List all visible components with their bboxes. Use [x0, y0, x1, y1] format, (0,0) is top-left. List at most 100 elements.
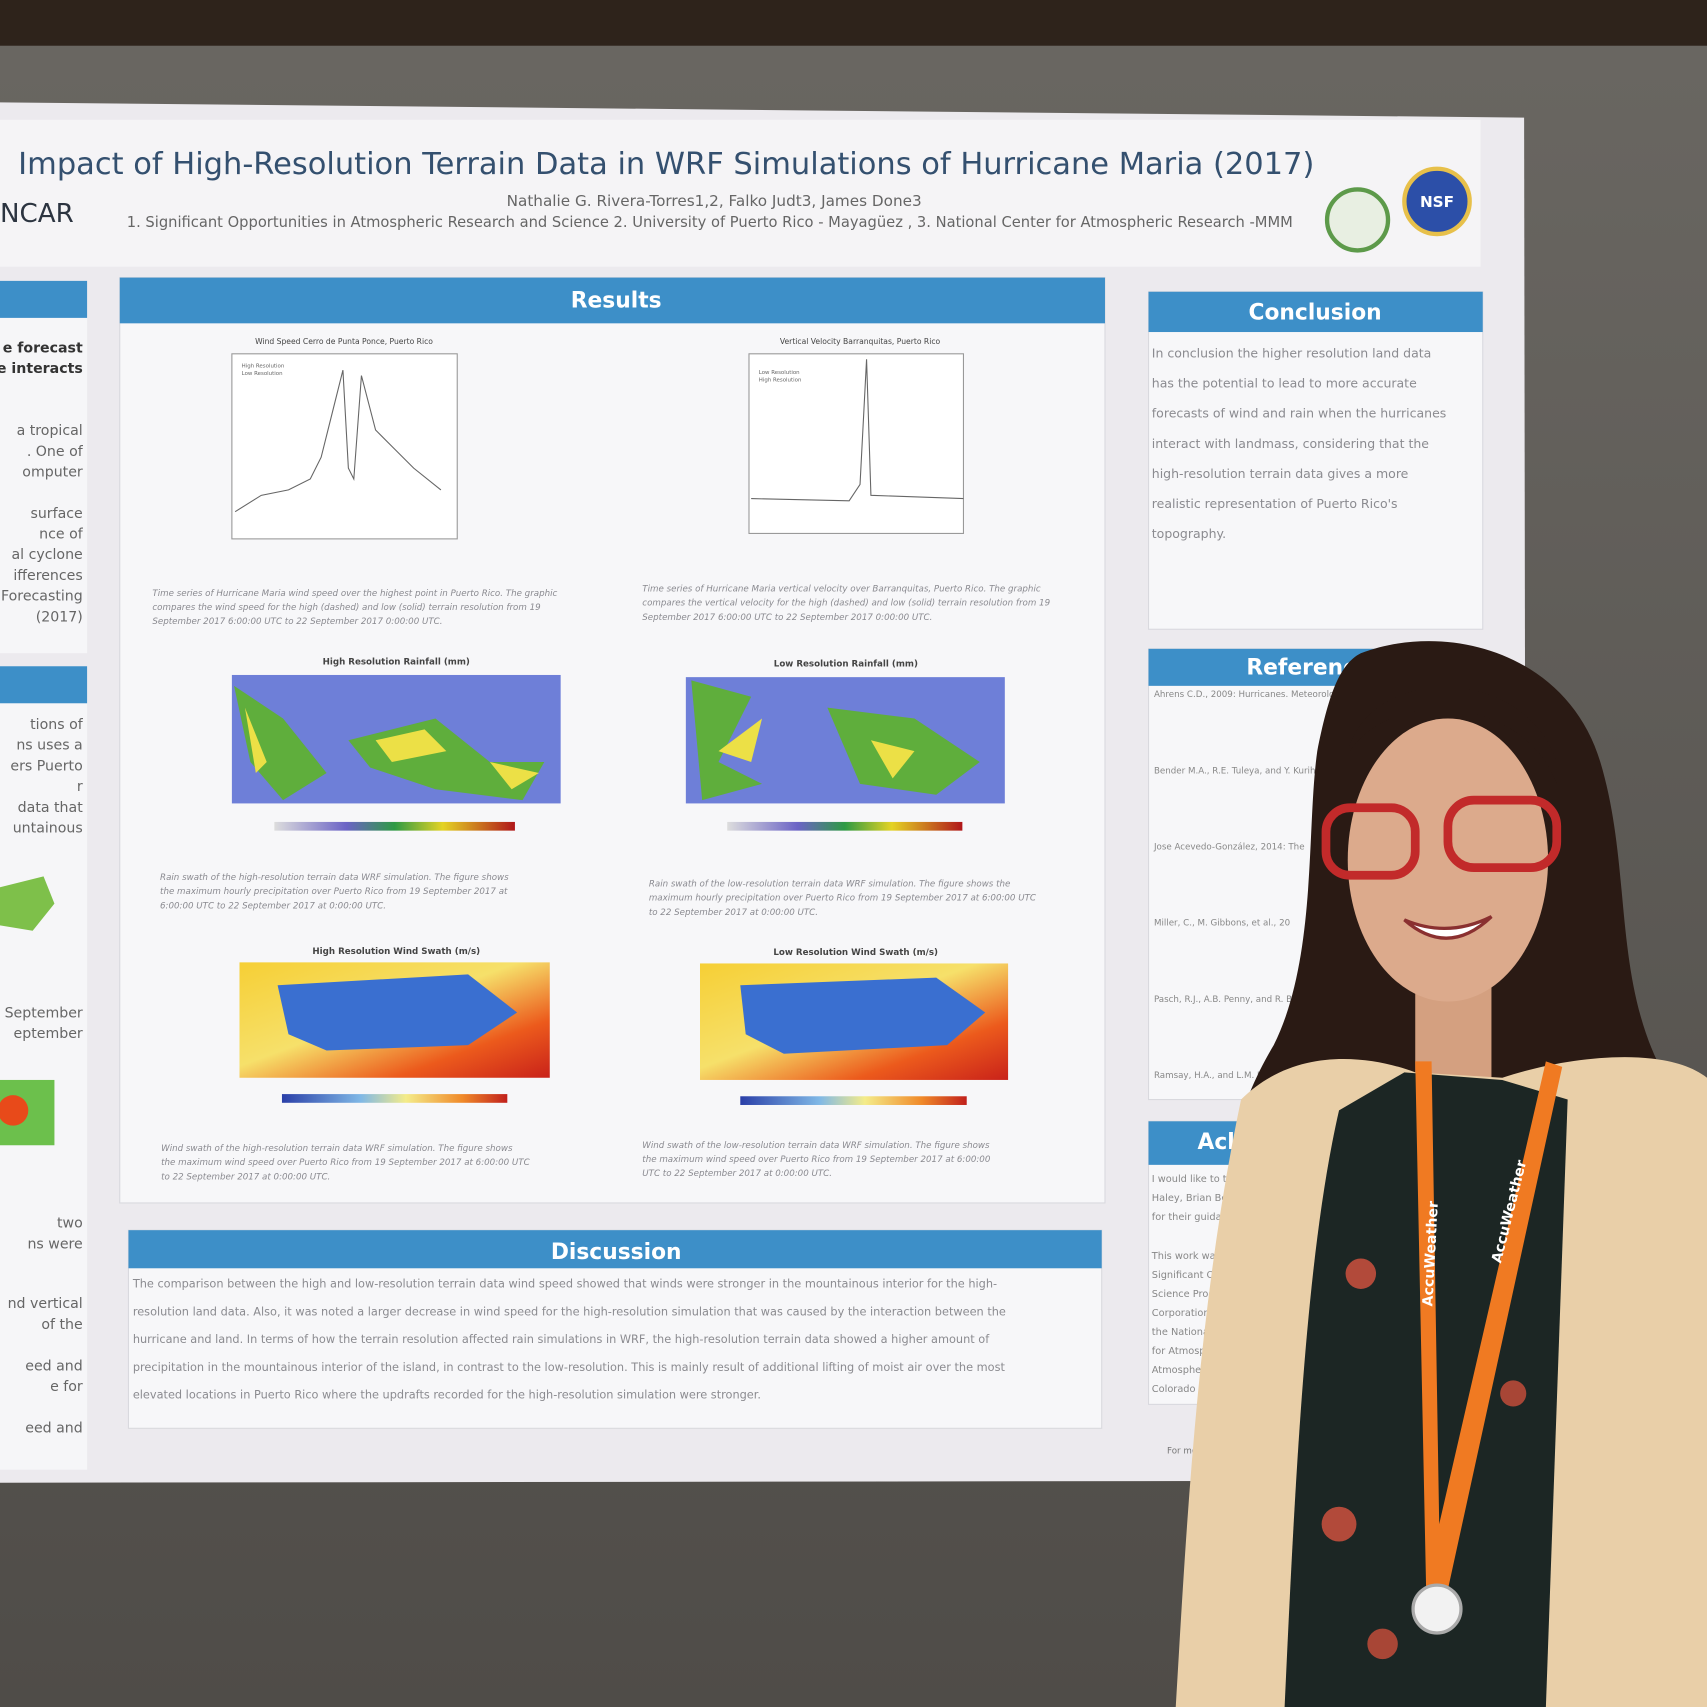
left-text: ns were: [27, 1236, 82, 1252]
ack-text: I would like to tha: [1152, 1174, 1239, 1185]
logo-uprm: [1324, 187, 1391, 253]
poster-title: Impact of High-Resolution Terrain Data i…: [18, 147, 1314, 182]
lanyard: [1415, 1061, 1563, 1590]
figure-caption: Wind swath of the low-resolution terrain…: [642, 1141, 990, 1151]
figure-caption: maximum hourly precipitation over Puerto…: [649, 894, 1037, 904]
figure-caption: September 2017 6:00:00 UTC to 22 Septemb…: [152, 617, 442, 627]
figure-caption: Rain swath of the high-resolution terrai…: [160, 873, 509, 883]
left-text: September: [5, 1006, 83, 1022]
poster-header: [0, 119, 1481, 267]
figure-caption: September 2017 6:00:00 UTC to 22 Septemb…: [642, 613, 932, 623]
left-text: surface: [30, 506, 82, 522]
affiliations: 1. Significant Opportunities in Atmosphe…: [127, 214, 1293, 231]
conclusion-text: high-resolution terrain data gives a mor…: [1152, 466, 1409, 481]
left-text: nd vertical: [8, 1296, 83, 1312]
flower: [1500, 1380, 1527, 1407]
conclusion-box: [1147, 291, 1484, 630]
reference-text: Ahrens C.D., 2009: Hurricanes. Meteorolo: [1154, 690, 1334, 700]
plot-frame: [748, 353, 964, 534]
left-text: of the: [41, 1317, 82, 1333]
ack-text: the National: [1152, 1327, 1212, 1338]
left-text: a tropical: [17, 423, 83, 439]
ack-text: Haley, Brian Bevi: [1152, 1193, 1236, 1204]
conclusion-text: realistic representation of Puerto Rico'…: [1152, 496, 1398, 511]
wind-island: [740, 977, 986, 1054]
left-text: untainous: [13, 820, 83, 836]
left-text: ers Puerto: [10, 758, 82, 774]
logo-nsf: [1402, 166, 1472, 237]
left-text: (2017): [36, 609, 83, 625]
figure-caption: the maximum wind speed over Puerto Rico …: [642, 1155, 991, 1165]
wind-island: [277, 974, 518, 1051]
rain-core: [244, 707, 539, 790]
flower: [1321, 1506, 1357, 1542]
rain-band: [691, 680, 980, 801]
discussion-text: precipitation in the mountainous interio…: [133, 1360, 1006, 1374]
colorbar: [740, 1096, 967, 1105]
flower: [1367, 1628, 1398, 1660]
figure-title: High Resolution Wind Swath (m/s): [312, 947, 480, 957]
colorbar: [727, 821, 963, 831]
plot-line: [234, 370, 442, 513]
lanyard-text: AccuWeather: [1420, 1201, 1441, 1307]
section-bar: [0, 666, 88, 704]
left-text: eptember: [14, 1026, 83, 1042]
left-text: . One of: [27, 444, 84, 460]
rain-core: [718, 718, 915, 779]
left-text: ifferences: [13, 568, 82, 584]
figure-caption: the maximum hourly precipitation over Pu…: [160, 887, 508, 897]
discussion-text: elevated locations in Puerto Rico where …: [133, 1388, 761, 1402]
left-text: he interacts: [0, 361, 83, 377]
figure-caption: Time series of Hurricane Maria vertical …: [642, 584, 1041, 594]
discussion-text: The comparison between the high and low-…: [132, 1277, 997, 1291]
legend-label: High Resolution: [759, 377, 802, 383]
conclusion-text: forecasts of wind and rain when the hurr…: [1152, 406, 1447, 421]
smile: [1403, 915, 1493, 940]
left-box: [0, 280, 88, 654]
colorbar: [274, 821, 515, 831]
legend-label: Low Resolution: [242, 371, 283, 377]
legend-label: High Resolution: [242, 363, 285, 369]
fringe: [1347, 687, 1557, 784]
section-heading: Conclusion: [1249, 301, 1382, 326]
colorbar: [281, 1094, 508, 1103]
plot-line: [751, 359, 964, 502]
ack-text: for their guidanc: [1152, 1212, 1233, 1223]
discussion-text: hurricane and land. In terms of how the …: [133, 1332, 990, 1346]
left-box: [0, 666, 88, 1470]
reference-text: Miller, C., M. Gibbons, et al., 20: [1154, 919, 1290, 929]
conclusion-text: interact with landmass, considering that…: [1152, 436, 1430, 451]
ack-text: for Atmosph: [1152, 1346, 1212, 1357]
reference-text: Pasch, R.J., A.B. Penny, and R. Ber: [1154, 995, 1301, 1005]
left-text: two: [57, 1216, 83, 1232]
storm-eye: [0, 1095, 29, 1126]
ack-text: This work was p: [1151, 1251, 1230, 1262]
section-heading: Discussion: [551, 1240, 682, 1265]
section-bar: [119, 277, 1105, 324]
figure-caption: compares the wind speed for the high (da…: [152, 603, 540, 613]
figure-title: Vertical Velocity Barranquitas, Puerto R…: [780, 337, 941, 346]
logo-nsf-text: NSF: [1420, 193, 1454, 211]
figure-caption: to 22 September 2017 at 0:00:00 UTC.: [161, 1172, 330, 1182]
wall-top: [0, 0, 1707, 46]
section-bar: [0, 280, 88, 318]
left-text: al cyclone: [11, 547, 82, 563]
figure-caption: Time series of Hurricane Maria wind spee…: [152, 589, 557, 599]
face: [1347, 718, 1549, 1002]
figure-caption: compares the vertical velocity for the h…: [642, 599, 1050, 609]
ack-text: Atmospheric: [1152, 1365, 1214, 1376]
left-text: eed and: [25, 1420, 82, 1436]
left-text: omputer: [22, 464, 83, 480]
legend-label: Low Resolution: [759, 370, 800, 376]
figure-title: Low Resolution Wind Swath (m/s): [773, 948, 938, 958]
section-heading: Results: [571, 289, 662, 314]
figure-caption: Rain swath of the low-resolution terrain…: [649, 879, 1011, 889]
figure-caption: 6:00:00 UTC to 22 September 2017 at 0:00…: [160, 901, 386, 911]
figure-title: Wind Speed Cerro de Punta Ponce, Puerto …: [255, 337, 433, 346]
figure-caption: Wind swath of the high-resolution terrai…: [161, 1144, 513, 1154]
plot-frame: [231, 353, 458, 540]
ack-text: Science Prog: [1152, 1289, 1215, 1300]
left-text: e forecast: [3, 340, 83, 356]
figure-caption: the maximum wind speed over Puerto Rico …: [161, 1158, 530, 1168]
